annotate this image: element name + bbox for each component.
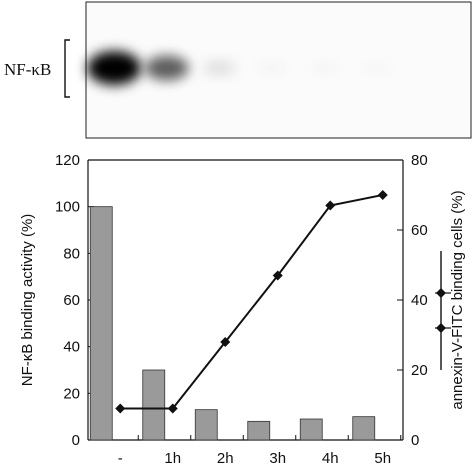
x-tick-label: 4h <box>322 450 339 467</box>
y-tick-label: 20 <box>63 385 80 402</box>
blot-band <box>309 62 340 74</box>
blot-band <box>361 62 392 74</box>
y-right-tick-label: 60 <box>411 222 428 239</box>
bar <box>247 420 271 441</box>
y-right-tick-label: 0 <box>411 432 419 449</box>
line-point <box>377 190 388 200</box>
y-tick-label: 0 <box>72 432 80 449</box>
line-point <box>167 403 178 414</box>
y-right-tick-label: 80 <box>411 152 428 169</box>
x-tick-label: - <box>118 450 123 467</box>
blot-bracket <box>64 39 70 98</box>
y-tick-label: 120 <box>55 152 80 169</box>
blot-band <box>87 51 142 85</box>
x-tick-label: 2h <box>217 450 234 467</box>
bar <box>89 206 113 441</box>
y-right-tick-label: 20 <box>411 362 428 379</box>
y-axis-label: NF-κB binding activity (%) <box>19 214 36 387</box>
blot-label: NF-κB <box>4 60 51 79</box>
y-tick-label: 40 <box>63 339 80 356</box>
bar <box>142 369 166 441</box>
left-axis: 0 20 40 60 80 100 120 <box>55 152 403 449</box>
legend <box>435 251 451 370</box>
blot-panel: NF-κB <box>4 1 472 139</box>
line-series <box>115 190 388 414</box>
bar <box>299 418 323 441</box>
bar <box>194 409 218 441</box>
right-axis: 0 20 40 60 80 <box>397 152 428 449</box>
blot-band <box>256 62 287 74</box>
blot-band <box>144 55 189 81</box>
series-line <box>120 194 383 410</box>
blot-bands <box>87 51 392 85</box>
chart: 0 20 40 60 80 100 120 0 20 40 60 80 - 1h 2h 3h 4h 5h NF… <box>19 152 466 467</box>
line-point <box>272 270 283 281</box>
bars <box>89 206 376 441</box>
y-tick-label: 80 <box>63 245 80 262</box>
legend-marker <box>436 288 446 298</box>
y-right-tick-label: 40 <box>411 292 428 309</box>
line-point <box>325 200 336 211</box>
line-point <box>115 403 126 414</box>
blot-band <box>202 60 236 76</box>
y-axis-right-label: annexin-V-FITC binding cells (%) <box>449 190 466 409</box>
y-tick-label: 100 <box>55 199 80 216</box>
line-point <box>220 337 231 347</box>
x-tick-label: 1h <box>164 450 181 467</box>
x-tick-label: 5h <box>374 450 391 467</box>
x-categories: - 1h 2h 3h 4h 5h <box>118 435 402 467</box>
x-tick-label: 3h <box>269 450 286 467</box>
legend-marker <box>436 323 446 333</box>
bar <box>352 416 376 441</box>
y-tick-label: 60 <box>63 292 80 309</box>
